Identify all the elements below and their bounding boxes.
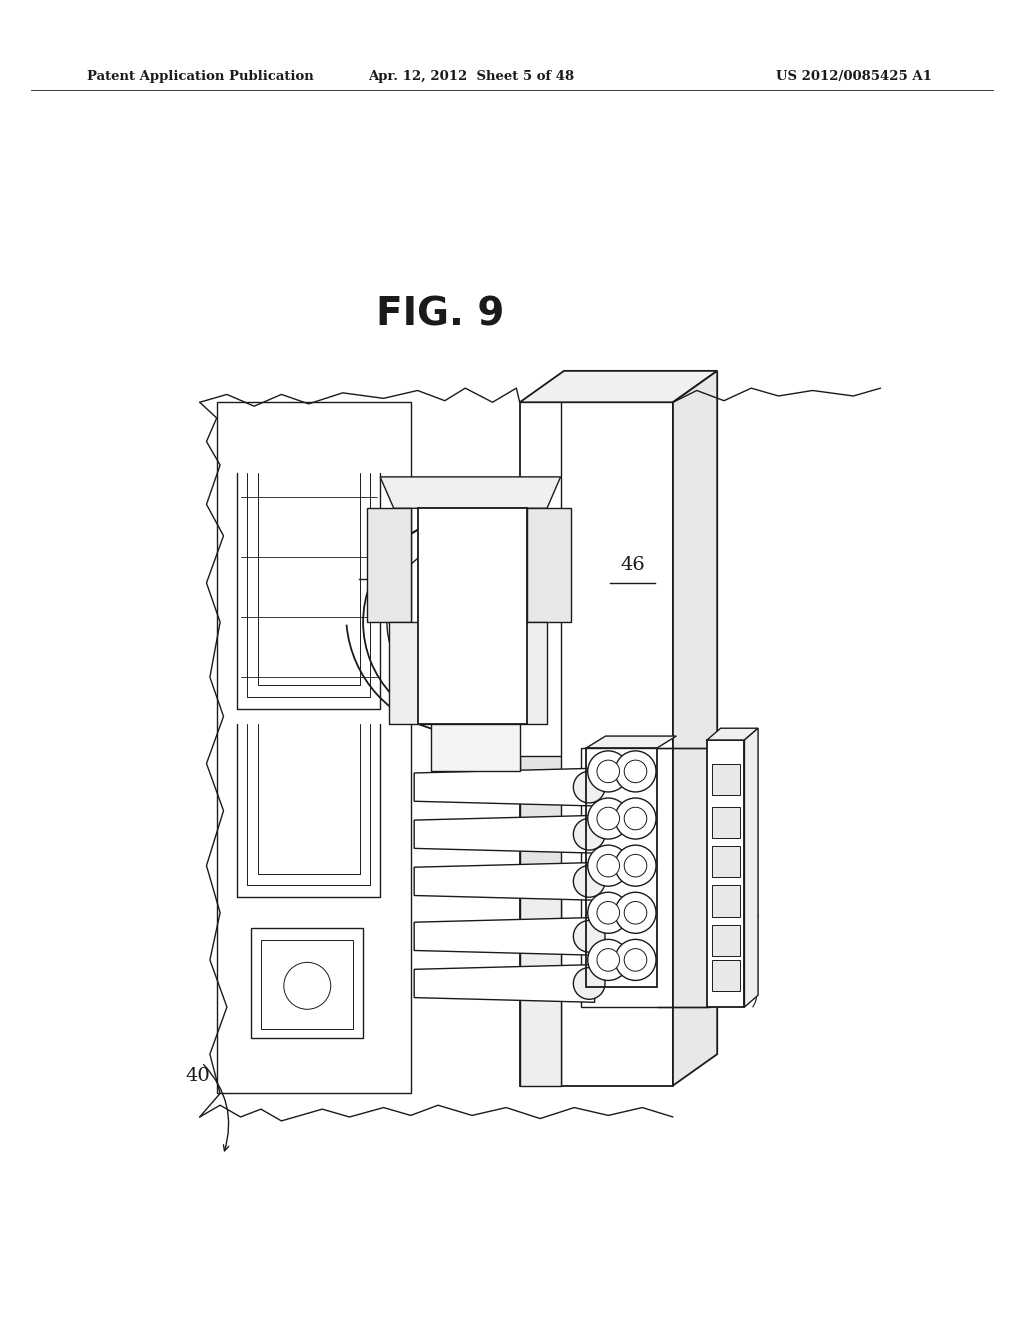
Polygon shape (251, 928, 364, 1039)
Polygon shape (200, 363, 881, 1148)
Polygon shape (707, 729, 758, 741)
Polygon shape (414, 816, 595, 853)
Polygon shape (712, 846, 739, 878)
Polygon shape (414, 862, 595, 900)
Circle shape (625, 949, 647, 972)
Circle shape (284, 962, 331, 1010)
Circle shape (588, 751, 629, 792)
Polygon shape (712, 807, 739, 838)
Polygon shape (261, 940, 353, 1030)
Text: 48: 48 (715, 770, 739, 788)
Polygon shape (712, 886, 739, 916)
Text: 22: 22 (370, 552, 394, 570)
Circle shape (625, 808, 647, 830)
Circle shape (573, 818, 605, 850)
Text: US 2012/0085425 A1: US 2012/0085425 A1 (776, 70, 932, 83)
Text: 40: 40 (185, 1067, 210, 1085)
Text: 46: 46 (621, 556, 645, 574)
Polygon shape (431, 725, 520, 771)
Polygon shape (418, 508, 526, 725)
Text: Patent Application Publication: Patent Application Publication (87, 70, 313, 83)
Polygon shape (520, 371, 717, 403)
Polygon shape (367, 508, 411, 622)
Circle shape (573, 920, 605, 952)
Text: FIG. 9: FIG. 9 (376, 296, 505, 333)
Circle shape (615, 892, 656, 933)
Polygon shape (744, 729, 758, 1007)
Polygon shape (526, 508, 570, 622)
Polygon shape (712, 763, 739, 795)
Circle shape (615, 940, 656, 981)
Circle shape (597, 808, 620, 830)
Circle shape (625, 760, 647, 783)
Polygon shape (707, 741, 744, 1007)
Polygon shape (587, 737, 676, 748)
Polygon shape (712, 960, 739, 991)
Circle shape (597, 949, 620, 972)
Polygon shape (520, 755, 560, 874)
Circle shape (597, 854, 620, 876)
Polygon shape (380, 477, 560, 508)
Circle shape (625, 902, 647, 924)
Text: Apr. 12, 2012  Sheet 5 of 48: Apr. 12, 2012 Sheet 5 of 48 (368, 70, 574, 83)
Polygon shape (389, 622, 431, 725)
Circle shape (573, 866, 605, 898)
Polygon shape (217, 403, 411, 1093)
Polygon shape (414, 965, 595, 1002)
Circle shape (615, 799, 656, 840)
Circle shape (573, 968, 605, 999)
Polygon shape (520, 403, 673, 1085)
Polygon shape (414, 768, 595, 807)
Circle shape (597, 902, 620, 924)
Circle shape (588, 940, 629, 981)
Circle shape (588, 845, 629, 886)
Circle shape (625, 854, 647, 876)
Circle shape (573, 771, 605, 803)
Polygon shape (520, 874, 560, 1085)
Polygon shape (414, 917, 595, 956)
Circle shape (588, 892, 629, 933)
Circle shape (615, 751, 656, 792)
Polygon shape (673, 371, 717, 1085)
Circle shape (597, 760, 620, 783)
Circle shape (588, 799, 629, 840)
Circle shape (615, 845, 656, 886)
Polygon shape (712, 924, 739, 956)
Polygon shape (506, 622, 547, 725)
